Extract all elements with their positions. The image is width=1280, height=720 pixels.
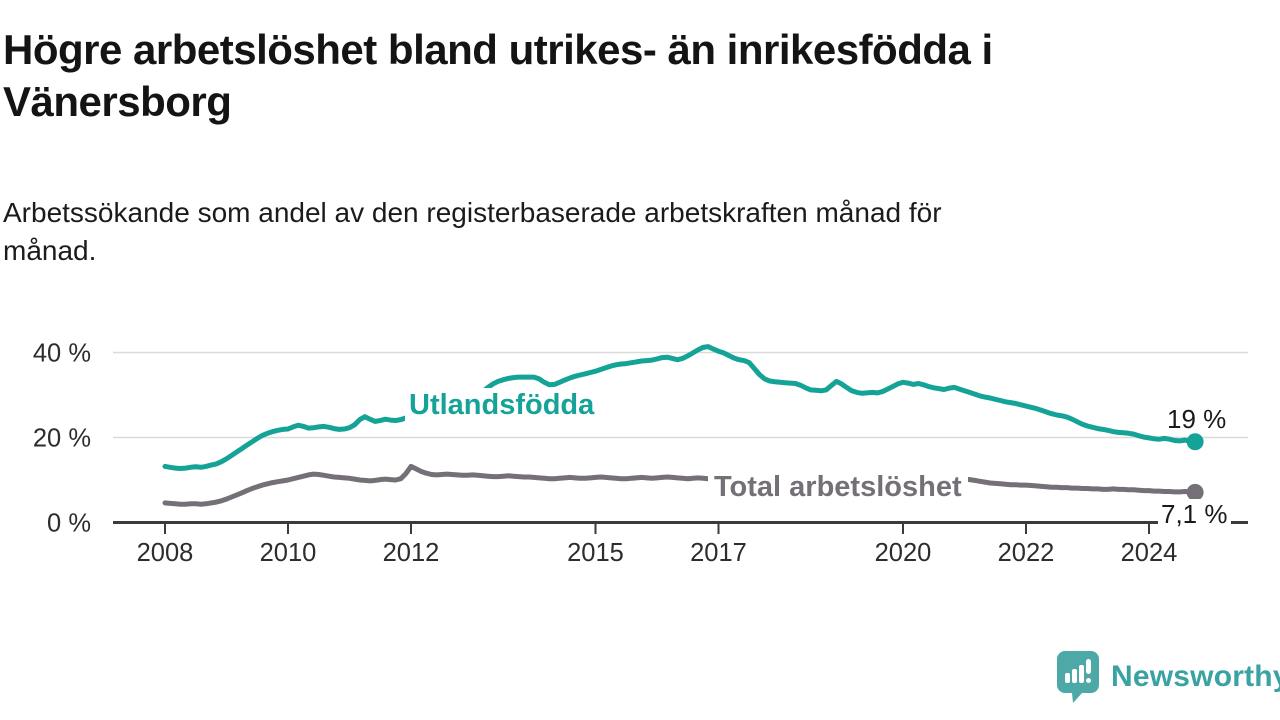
svg-text:2020: 2020 [875, 539, 932, 567]
series-label-total-arbetsloshet: Total arbetslöshet [708, 470, 968, 504]
end-value-label-utlandsfodda: 19 % [1167, 404, 1227, 434]
newsworthy-logo-text: Newsworthy [1111, 660, 1280, 693]
svg-text:20 %: 20 % [33, 425, 91, 453]
svg-text:2012: 2012 [383, 539, 440, 567]
newsworthy-logo-icon [1057, 651, 1099, 703]
svg-text:2017: 2017 [690, 539, 747, 567]
svg-text:2022: 2022 [998, 539, 1055, 567]
svg-text:0 %: 0 % [47, 510, 91, 538]
svg-text:2015: 2015 [567, 539, 624, 567]
svg-text:40 %: 40 % [33, 340, 91, 368]
newsworthy-logo[interactable]: Newsworthy [1056, 648, 1280, 706]
svg-text:2024: 2024 [1121, 539, 1178, 567]
svg-text:2010: 2010 [260, 539, 317, 567]
chart-title: Högre arbetslöshet bland utrikes- än inr… [3, 26, 993, 125]
chart-subtitle: Arbetssökande som andel av den registerb… [3, 197, 942, 266]
svg-text:2008: 2008 [137, 539, 194, 567]
series-label-utlandsfodda: Utlandsfödda [405, 388, 599, 422]
speech-bubble-shape [1057, 651, 1099, 703]
end-value-label-total: 7,1 % [1158, 499, 1231, 529]
